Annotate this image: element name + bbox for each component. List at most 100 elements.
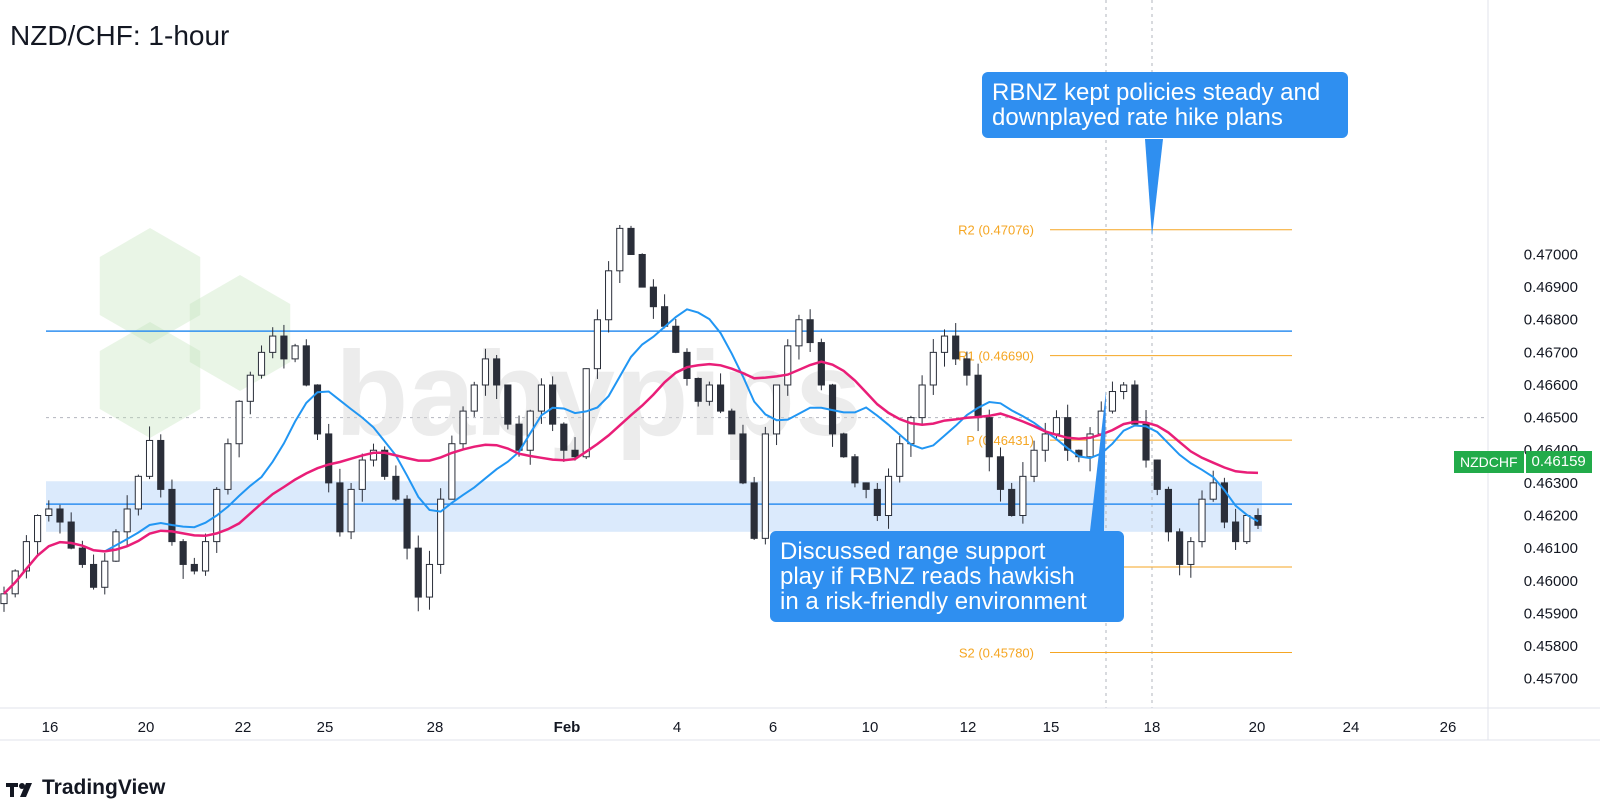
- candle-body: [1041, 433, 1049, 451]
- candle-body: [358, 459, 366, 490]
- price-tick-label: 0.46700: [1524, 344, 1578, 361]
- candle-body: [705, 384, 713, 402]
- candle-body: [952, 335, 960, 360]
- time-tick-label: 25: [317, 719, 334, 736]
- candle-body: [1232, 521, 1240, 543]
- candle-body: [336, 482, 344, 533]
- time-tick-label: 10: [862, 719, 879, 736]
- candle-body: [929, 351, 937, 386]
- tradingview-branding[interactable]: TradingView: [6, 776, 165, 800]
- price-tick-label: 0.46500: [1524, 410, 1578, 427]
- candle-body: [739, 433, 747, 484]
- candle-body: [627, 227, 635, 255]
- candle-body: [504, 384, 512, 425]
- candle-body: [940, 335, 949, 353]
- price-tick-label: 0.45900: [1524, 605, 1578, 622]
- candle-body: [89, 563, 98, 588]
- price-tick-label: 0.46300: [1524, 475, 1578, 492]
- candle-body: [638, 253, 646, 288]
- watermark-logo-icon: [99, 322, 201, 438]
- candle-body: [1142, 423, 1150, 461]
- candle-body: [470, 384, 478, 412]
- candle-body: [649, 286, 657, 308]
- time-tick-label: 6: [769, 719, 777, 736]
- time-tick-label: 15: [1043, 719, 1060, 736]
- pivot-label: R2 (0.47076): [958, 223, 1034, 238]
- candle-body: [526, 410, 534, 451]
- candle-body: [224, 443, 232, 490]
- candle-body: [201, 541, 210, 572]
- candle-body: [1153, 459, 1161, 490]
- candle-body: [616, 227, 624, 272]
- time-tick-label: 12: [960, 719, 977, 736]
- annotation-line: RBNZ kept policies steady and: [992, 79, 1321, 106]
- candle-body: [67, 521, 75, 549]
- candle-body: [78, 547, 86, 565]
- candle-body: [851, 456, 859, 484]
- candle-body: [896, 443, 904, 477]
- candle-body: [425, 563, 434, 598]
- time-tick-label: 24: [1343, 719, 1360, 736]
- tradingview-wordmark: TradingView: [42, 776, 166, 799]
- candle-body: [537, 384, 546, 412]
- pivot-label: R1 (0.46690): [958, 349, 1034, 364]
- candle-body: [392, 475, 400, 500]
- price-tick-label: 0.46900: [1524, 279, 1578, 296]
- candle-body: [325, 433, 333, 484]
- candle-body: [716, 384, 725, 412]
- watermark-logo-icon: [189, 275, 291, 391]
- annotation-line: in a risk-friendly environment: [780, 588, 1087, 615]
- candle-body: [772, 384, 781, 435]
- symbol-label: NZDCHF: [1454, 451, 1524, 473]
- candle-body: [22, 541, 30, 572]
- candle-body: [257, 351, 266, 376]
- candle-body: [1243, 515, 1251, 543]
- candle-body: [1209, 482, 1217, 500]
- candle-body: [1131, 384, 1139, 425]
- annotation-range-support: Discussed range support play if RBNZ rea…: [770, 531, 1124, 622]
- candle-body: [593, 319, 601, 370]
- price-tick-label: 0.45800: [1524, 638, 1578, 655]
- time-tick-label: 18: [1144, 719, 1161, 736]
- candle-body: [1120, 384, 1128, 393]
- candle-body: [437, 498, 445, 565]
- candle-body: [672, 325, 680, 353]
- candle-body: [985, 417, 993, 458]
- pivot-label: S2 (0.45780): [959, 646, 1034, 661]
- candle-body: [179, 541, 187, 565]
- price-tick-label: 0.46200: [1524, 508, 1578, 525]
- candle-body: [963, 358, 971, 376]
- candle-body: [56, 508, 64, 523]
- candle-body: [448, 443, 456, 500]
- candle-body: [157, 439, 165, 490]
- candle-body: [34, 515, 42, 543]
- price-tick-label: 0.46100: [1524, 540, 1578, 557]
- candle-body: [1176, 531, 1184, 565]
- candle-body: [1052, 417, 1061, 435]
- candle-body: [996, 456, 1005, 490]
- candle-body: [0, 593, 8, 605]
- candle-body: [403, 498, 411, 549]
- candle-body: [414, 547, 422, 598]
- price-tick-label: 0.46800: [1524, 312, 1578, 329]
- candle-body: [459, 410, 467, 445]
- candle-body: [1008, 488, 1016, 517]
- annotation-line: play if RBNZ reads hawkish: [780, 563, 1075, 590]
- candle-body: [1187, 541, 1195, 565]
- candle-body: [493, 358, 501, 386]
- candle-body: [661, 306, 669, 327]
- candle-body: [190, 563, 198, 572]
- time-tick-label: 22: [235, 719, 252, 736]
- candle-body: [761, 433, 769, 539]
- candle-body: [873, 488, 881, 517]
- candle-body: [235, 400, 243, 445]
- candle-body: [1198, 498, 1206, 543]
- candle-body: [280, 335, 288, 360]
- candle-body: [313, 384, 322, 435]
- candle-body: [1030, 449, 1038, 477]
- candle-body: [123, 508, 131, 533]
- candle-body: [1164, 488, 1173, 533]
- candle-body: [347, 488, 355, 533]
- time-tick-label: 20: [138, 719, 155, 736]
